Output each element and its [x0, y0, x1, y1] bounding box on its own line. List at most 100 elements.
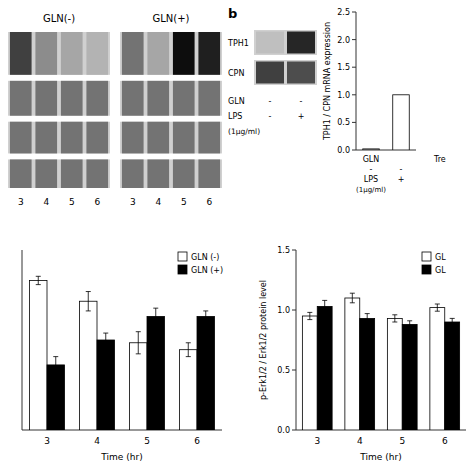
bars	[30, 276, 215, 430]
error-bar	[186, 343, 191, 357]
error-bar	[350, 293, 355, 303]
bar	[363, 149, 380, 150]
lane-label: 3	[130, 197, 136, 207]
y-label: p-Erk1/2 / Erk1/2 protein level	[259, 280, 268, 400]
y-tick	[352, 67, 356, 68]
row-background	[120, 122, 222, 154]
legend-swatch	[422, 252, 431, 261]
band	[61, 122, 83, 154]
band	[10, 159, 32, 188]
bar	[47, 365, 65, 430]
blot-panel: bTPH1CPNGLN--LPS-+(1μg/ml)	[227, 6, 317, 136]
figure: GLN(-)GLN(+)34563456bTPH1CPNGLN--LPS-+(1…	[0, 0, 474, 474]
band	[35, 122, 57, 154]
bar-chart: 0.0 0.5 1.0 1.5 p-Erk1/2 / Erk1/2 protein le…	[259, 246, 466, 462]
lane-label: 6	[94, 197, 100, 207]
annotation: GLN	[363, 155, 380, 164]
error-bar	[203, 311, 208, 322]
row-background	[8, 32, 110, 75]
bar	[317, 306, 332, 430]
x-tick-label: 6	[194, 436, 200, 446]
legend: GLN (-)GLN (+)	[178, 252, 223, 275]
error-bar	[36, 276, 41, 284]
row-label: TPH1	[227, 39, 249, 48]
legend-swatch	[178, 252, 187, 261]
x-label: Time (hr)	[359, 452, 401, 462]
x-tick-label: 4	[357, 436, 363, 446]
y-tick-label: 2.5	[337, 8, 350, 17]
legend-swatch	[178, 265, 187, 274]
error-bar	[103, 333, 108, 347]
bar	[387, 318, 402, 430]
lane-label: 4	[43, 197, 49, 207]
band	[10, 32, 32, 75]
legend-label: GLN (-)	[191, 253, 219, 262]
bar-chart: 3456Time (hr)GLN (-)GLN (+)	[22, 250, 223, 462]
bar	[393, 95, 410, 150]
band	[61, 159, 83, 188]
error-bar	[307, 312, 312, 319]
band	[198, 122, 220, 154]
error-bar	[136, 332, 141, 354]
y-tick	[352, 12, 356, 13]
condition-label: LPS	[228, 112, 242, 121]
error-bar	[153, 308, 158, 325]
band	[147, 122, 169, 154]
condition-value: +	[298, 112, 305, 121]
panel-label: b	[228, 6, 237, 21]
y-tick	[352, 39, 356, 40]
band	[198, 81, 220, 116]
row-background	[254, 60, 317, 85]
blot-panel: GLN(-)GLN(+)34563456	[8, 13, 222, 207]
y-tick-label: 1.5	[277, 246, 290, 255]
lane-label: 4	[155, 197, 161, 207]
y-tick	[292, 310, 296, 311]
x-tick-label: 3	[314, 436, 320, 446]
error-bar	[407, 321, 412, 328]
group-label: GLN(+)	[153, 13, 190, 24]
y-tick	[352, 94, 356, 95]
band	[122, 81, 144, 116]
bar	[402, 324, 417, 430]
error-bar	[450, 318, 455, 325]
y-axis	[296, 250, 297, 430]
band	[256, 62, 284, 84]
x-tick-label: 5	[399, 436, 405, 446]
legend: GLGL	[422, 252, 446, 275]
band	[256, 32, 284, 54]
x-tick-label: 6	[442, 436, 448, 446]
band	[147, 159, 169, 188]
lane-label: 3	[18, 197, 24, 207]
band	[198, 159, 220, 188]
row-background	[8, 122, 110, 154]
row-background	[120, 32, 222, 75]
y-tick-label: 0.0	[277, 426, 290, 435]
annotation: LPS	[364, 175, 378, 184]
bars	[363, 95, 410, 150]
condition-label: GLN	[228, 97, 245, 106]
bar	[302, 316, 317, 430]
lane-label: 5	[181, 197, 187, 207]
condition-note: (1μg/ml)	[228, 127, 260, 136]
band	[61, 81, 83, 116]
annotation: Tre	[433, 155, 446, 164]
row-background	[8, 159, 110, 188]
band	[287, 62, 315, 84]
error-bar	[392, 315, 397, 322]
lane-label: 5	[69, 197, 75, 207]
annotation: +	[398, 175, 405, 184]
band	[147, 32, 169, 75]
band	[198, 32, 220, 75]
legend-label: GL	[435, 266, 446, 275]
error-bar	[86, 292, 91, 311]
band	[35, 32, 57, 75]
y-tick-label: 0.5	[277, 366, 290, 375]
bar	[30, 280, 48, 430]
y-axis	[356, 12, 357, 150]
band	[10, 122, 32, 154]
error-bar	[435, 304, 440, 311]
band	[122, 122, 144, 154]
annotation: (1μg/ml)	[356, 186, 386, 194]
bar	[445, 322, 460, 430]
y-tick-label: 1.0	[277, 306, 290, 315]
